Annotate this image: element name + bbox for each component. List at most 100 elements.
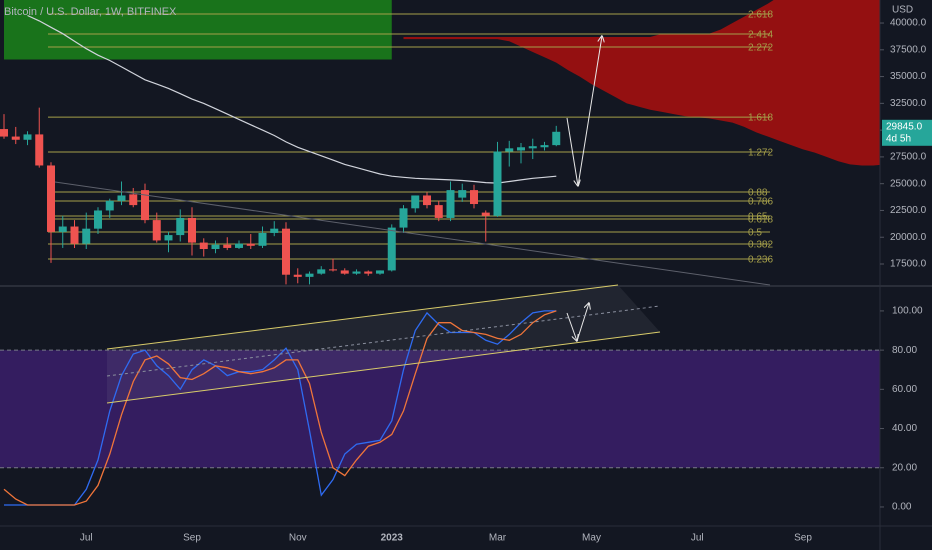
candle-body	[82, 228, 91, 244]
fib-label: 2.414	[748, 30, 773, 41]
cloud	[403, 0, 880, 166]
oscillator-band	[0, 350, 880, 468]
candle-body	[35, 134, 44, 166]
y-tick-label: 0.00	[892, 502, 912, 513]
candle-body	[411, 195, 420, 209]
candle-body	[270, 228, 279, 233]
candle-body	[58, 226, 67, 232]
candle-body	[235, 243, 243, 248]
x-tick-label: Nov	[289, 533, 307, 544]
channel-line	[106, 284, 619, 350]
candle-body	[47, 165, 55, 232]
x-tick-label: Sep	[183, 533, 201, 544]
fib-label: 1.618	[748, 113, 773, 124]
y-tick-label: 17500.0	[890, 259, 927, 270]
projection-arrow	[566, 117, 578, 186]
candle-body	[199, 242, 208, 250]
candle-body	[164, 235, 173, 241]
candle-body	[188, 217, 196, 243]
candle-body	[364, 271, 373, 274]
countdown-label: 4d 5h	[886, 133, 911, 144]
fib-label: 1.272	[748, 148, 773, 159]
candle-body	[481, 212, 490, 216]
candle-body	[528, 146, 537, 149]
candle-body	[70, 226, 79, 244]
price-tag-label: 29845.0	[886, 121, 923, 132]
oscillator-panel	[0, 287, 880, 506]
currency: USD	[892, 5, 913, 16]
x-tick-label: Sep	[794, 533, 812, 544]
candle-body	[517, 147, 525, 151]
candle-body	[23, 134, 32, 140]
cloud	[4, 0, 392, 60]
candle-body	[117, 195, 126, 201]
candle-body	[540, 145, 549, 148]
y-tick-label: 60.00	[892, 384, 917, 395]
price-panel	[0, 0, 880, 285]
candle-body	[399, 208, 408, 228]
y-tick-label: 20.00	[892, 462, 917, 473]
projection-arrow	[577, 36, 602, 187]
candle-body	[340, 270, 349, 274]
candle-body	[376, 270, 384, 274]
candle-body	[434, 205, 443, 218]
candle-body	[152, 220, 161, 241]
y-tick-label: 40000.0	[890, 18, 927, 29]
y-tick-label: 27500.0	[890, 152, 927, 163]
candle-body	[258, 232, 267, 246]
projection-arrow	[566, 312, 577, 341]
chart-title: Bitcoin / U.S. Dollar, 1W, BITFINEX	[4, 6, 177, 18]
x-tick-label: Jul	[80, 533, 93, 544]
fib-label: 0.786	[748, 197, 773, 208]
y-tick-label: 35000.0	[890, 71, 927, 82]
fib-label: 2.272	[748, 43, 773, 54]
fib-label: 0.236	[748, 255, 773, 266]
candle-body	[11, 136, 20, 140]
channel-line	[106, 331, 661, 404]
x-tick-label: Jul	[691, 533, 704, 544]
candle-body	[94, 210, 102, 229]
fib-label: 0.5	[748, 228, 762, 239]
y-tick-label: 100.00	[892, 306, 923, 317]
projection-arrow	[576, 303, 589, 342]
y-tick-label: 80.00	[892, 345, 917, 356]
x-tick-label: Mar	[489, 533, 507, 544]
candle-body	[552, 131, 561, 146]
channel-mid	[106, 305, 661, 377]
candle-body	[305, 273, 314, 277]
candle-body	[0, 129, 8, 137]
candle-body	[446, 190, 455, 218]
fib-label: 0.618	[748, 215, 773, 226]
candle-body	[352, 271, 361, 274]
fib-label: 0.88	[748, 188, 768, 199]
y-tick-label: 25000.0	[890, 178, 927, 189]
candle-body	[387, 227, 396, 271]
candle-body	[470, 190, 478, 205]
candle-body	[176, 217, 185, 236]
x-tick-label: 2023	[381, 533, 404, 544]
candle-body	[282, 228, 290, 275]
y-tick-label: 22500.0	[890, 205, 927, 216]
fib-label: 2.618	[748, 10, 773, 21]
candle-body	[293, 274, 302, 277]
y-tick-label: 20000.0	[890, 232, 927, 243]
candle-body	[317, 269, 326, 274]
x-tick-label: May	[582, 533, 601, 544]
candle-body	[423, 195, 431, 206]
candle-body	[223, 244, 232, 248]
y-tick-label: 32500.0	[890, 98, 927, 109]
candle-body	[211, 244, 220, 250]
candle-body	[129, 194, 138, 206]
channel-fill	[107, 287, 660, 403]
fib-label: 0.65	[748, 212, 768, 223]
candle-body	[105, 200, 114, 211]
candle-body	[141, 190, 149, 221]
candle-body	[505, 148, 514, 152]
fib-label: 0.382	[748, 240, 773, 251]
candle-body	[493, 151, 502, 216]
y-tick-label: 37500.0	[890, 44, 927, 55]
moving-average	[27, 14, 557, 184]
y-tick-label: 40.00	[892, 423, 917, 434]
